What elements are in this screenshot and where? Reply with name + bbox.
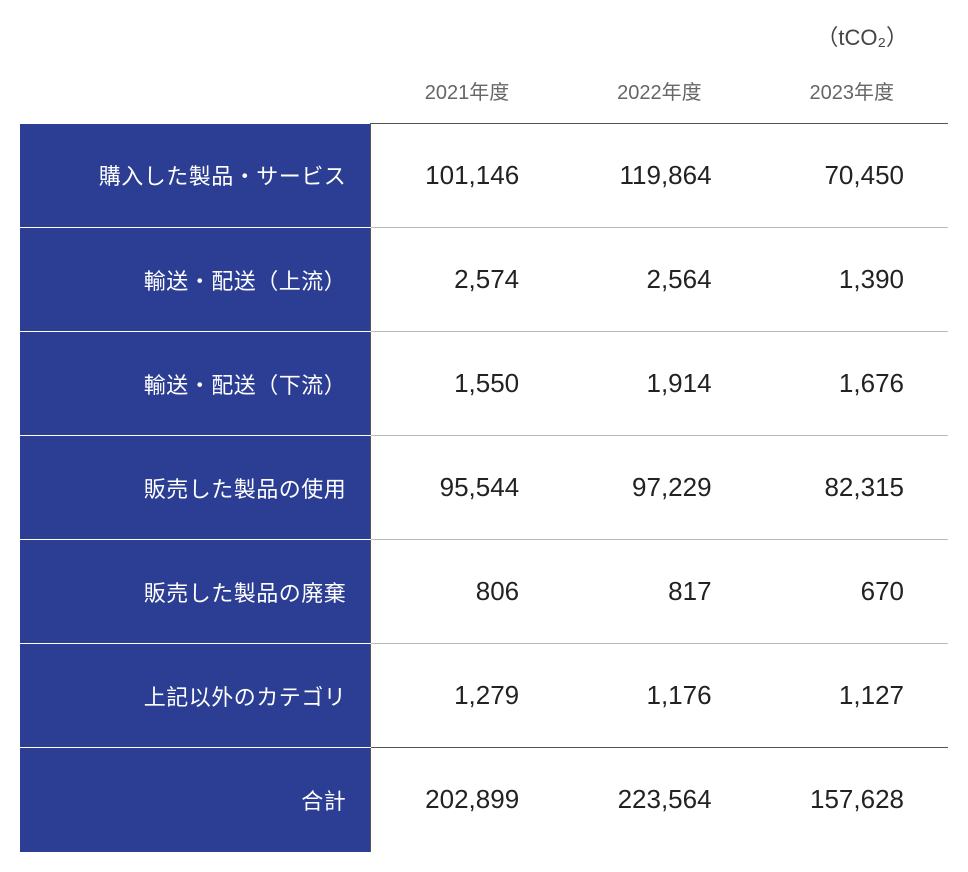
cell: 1,676 xyxy=(756,332,948,436)
cell: 1,390 xyxy=(756,228,948,332)
table-row: 販売した製品の廃棄 806 817 670 xyxy=(20,540,948,644)
total-label: 合計 xyxy=(20,748,371,852)
cell: 97,229 xyxy=(563,436,755,540)
total-row: 合計 202,899 223,564 157,628 xyxy=(20,748,948,852)
cell: 1,127 xyxy=(756,644,948,748)
emissions-table-container: （tCO₂） 2021年度 2022年度 2023年度 購入した製品・サービス … xyxy=(20,20,948,852)
cell: 1,176 xyxy=(563,644,755,748)
row-label: 販売した製品の使用 xyxy=(20,436,371,540)
cell: 95,544 xyxy=(371,436,563,540)
table-row: 上記以外のカテゴリ 1,279 1,176 1,127 xyxy=(20,644,948,748)
col-header: 2022年度 xyxy=(563,60,755,124)
col-header: 2023年度 xyxy=(756,60,948,124)
row-label: 輸送・配送（上流） xyxy=(20,228,371,332)
table-row: 輸送・配送（上流） 2,574 2,564 1,390 xyxy=(20,228,948,332)
table-row: 購入した製品・サービス 101,146 119,864 70,450 xyxy=(20,124,948,228)
row-label: 輸送・配送（下流） xyxy=(20,332,371,436)
cell: 2,564 xyxy=(563,228,755,332)
col-header: 2021年度 xyxy=(371,60,563,124)
table-row: 輸送・配送（下流） 1,550 1,914 1,676 xyxy=(20,332,948,436)
cell: 2,574 xyxy=(371,228,563,332)
total-cell: 157,628 xyxy=(756,748,948,852)
row-label: 販売した製品の廃棄 xyxy=(20,540,371,644)
cell: 1,279 xyxy=(371,644,563,748)
cell: 119,864 xyxy=(563,124,755,228)
cell: 101,146 xyxy=(371,124,563,228)
header-blank xyxy=(20,60,371,124)
table-row: 販売した製品の使用 95,544 97,229 82,315 xyxy=(20,436,948,540)
cell: 1,550 xyxy=(371,332,563,436)
cell: 806 xyxy=(371,540,563,644)
total-cell: 223,564 xyxy=(563,748,755,852)
row-label: 上記以外のカテゴリ xyxy=(20,644,371,748)
cell: 70,450 xyxy=(756,124,948,228)
emissions-table: 2021年度 2022年度 2023年度 購入した製品・サービス 101,146… xyxy=(20,60,948,852)
row-label: 購入した製品・サービス xyxy=(20,124,371,228)
cell: 670 xyxy=(756,540,948,644)
cell: 817 xyxy=(563,540,755,644)
header-row: 2021年度 2022年度 2023年度 xyxy=(20,60,948,124)
cell: 1,914 xyxy=(563,332,755,436)
cell: 82,315 xyxy=(756,436,948,540)
unit-label: （tCO₂） xyxy=(20,20,948,52)
total-cell: 202,899 xyxy=(371,748,563,852)
